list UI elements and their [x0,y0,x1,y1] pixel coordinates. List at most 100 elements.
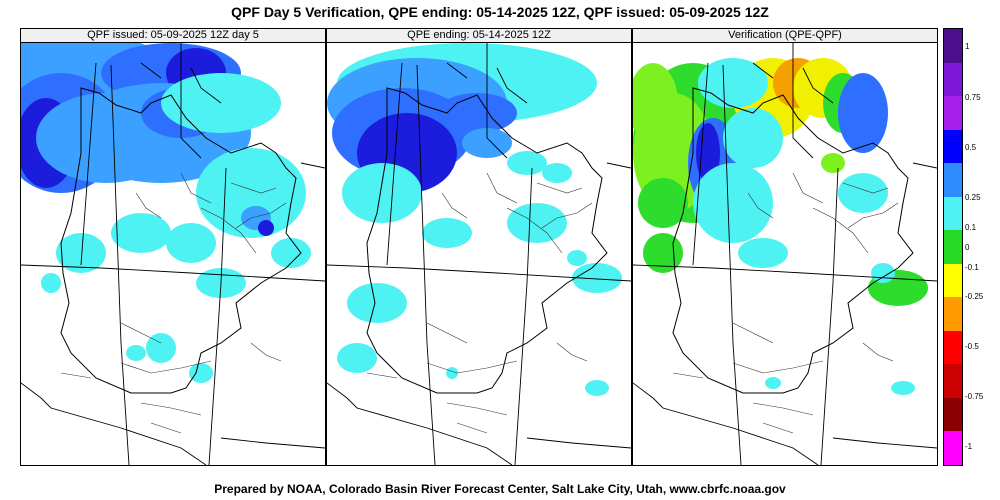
footer-credit: Prepared by NOAA, Colorado Basin River F… [214,482,786,496]
verification-panel-title: Verification (QPE-QPF) [633,29,937,43]
legend-swatch [944,129,962,164]
precip-area [572,263,622,293]
state-border [446,62,468,79]
legend-swatch [944,364,962,399]
precip-area [189,363,213,383]
state-border [300,162,325,169]
precip-area [507,151,547,175]
state-border [80,62,97,266]
river-line [426,360,518,374]
precip-area [838,173,888,213]
precip-area [542,163,572,183]
qpf-map [21,43,325,465]
precip-area [821,153,845,173]
precip-area [146,333,176,363]
precip-area [422,218,472,248]
map-outlines [21,43,325,465]
precip-layer [633,58,928,395]
state-border [526,437,631,449]
state-border [327,382,513,465]
precip-area [271,238,311,268]
precip-area [41,273,61,293]
color-legend [943,28,963,466]
legend-tick-label: -0.25 [965,292,984,301]
legend-swatch [944,62,962,97]
state-border [792,43,814,159]
precip-area [567,250,587,266]
precip-layer [21,43,311,383]
state-border [327,264,631,282]
map-outlines [633,43,937,465]
precip-area [258,220,274,236]
state-border [832,437,937,449]
state-border [633,264,937,282]
precip-area [585,380,609,396]
river-line [446,402,508,416]
legend-tick-label: -0.1 [965,263,979,272]
river-line [426,322,468,344]
river-line [556,342,588,362]
legend-tick-label: 0.1 [965,223,977,232]
state-border [820,167,839,465]
river-line [230,182,277,194]
precip-area [765,377,781,389]
precip-area [633,63,678,143]
legend-swatch [944,397,962,432]
state-border [110,64,130,465]
river-line [486,172,518,204]
legend-swatch [944,29,962,64]
qpe-panel-title: QPE ending: 05-14-2025 12Z [327,29,631,43]
river-line [506,207,563,254]
precip-area [126,345,146,361]
state-border [486,43,508,159]
state-border [21,264,325,282]
river-line [180,172,212,204]
river-line [456,422,488,434]
river-line [250,342,282,362]
precip-area [111,213,171,253]
state-border [802,67,834,104]
precip-area [166,223,216,263]
river-line [792,172,824,204]
state-border [606,162,631,169]
precip-area [738,238,788,268]
basin-boundary [60,87,302,394]
state-border [140,62,162,79]
precip-area [56,233,106,273]
legend-swatch [944,431,962,466]
precip-area [446,367,458,379]
state-border [752,62,774,79]
basin-boundary [366,87,608,394]
state-border [514,167,533,465]
precip-area [871,263,895,283]
precip-area [437,93,517,133]
qpf-panel: QPF issued: 05-09-2025 12Z day 5 [20,28,326,466]
legend-tick-label: -1 [965,442,973,451]
legend-tick-label: -0.5 [965,342,979,351]
river-line [842,182,889,194]
river-line [732,360,824,374]
qpe-panel: QPE ending: 05-14-2025 12Z [326,28,632,466]
river-line [847,202,899,229]
river-line [672,372,704,379]
legend-tick-label: -0.75 [965,392,984,401]
precip-area [838,73,888,153]
river-line [747,192,774,219]
state-border [633,382,819,465]
state-border [692,62,709,266]
state-border [386,62,403,266]
state-border [180,43,202,159]
river-line [140,402,202,416]
map-outlines [327,43,631,465]
river-line [60,372,92,379]
legend-swatch [944,163,962,198]
verification-panel: Verification (QPE-QPF) [632,28,938,466]
state-border [496,67,528,104]
state-border [208,167,227,465]
state-border [220,437,325,449]
river-line [441,192,468,219]
state-border [21,382,207,465]
precip-area [891,381,915,395]
legend-swatch [944,297,962,332]
state-border [722,64,742,465]
